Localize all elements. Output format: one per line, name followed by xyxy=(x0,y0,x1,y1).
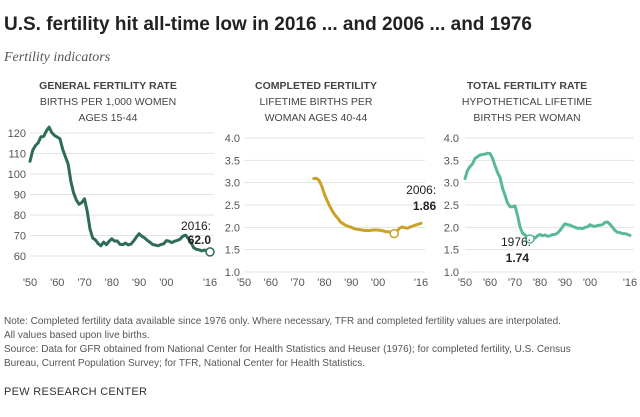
annotation-year-label: 2016: xyxy=(181,219,211,233)
annotation-value-label: 1.74 xyxy=(506,251,530,265)
x-tick-label: '90 xyxy=(344,277,358,289)
page-subtitle: Fertility indicators xyxy=(4,50,111,65)
panel-header-gfr: GENERAL FERTILITY RATE BIRTHS PER 1,000 … xyxy=(8,78,208,126)
annotation-year-label: 1976: xyxy=(501,235,531,249)
x-tick-label: '50 xyxy=(23,277,37,289)
note-line-1: Note: Completed fertility data available… xyxy=(4,316,561,327)
y-tick-label: 1.5 xyxy=(225,245,240,257)
x-tick-label: '60 xyxy=(483,277,497,289)
annotation-marker xyxy=(525,234,535,244)
y-tick-label: 3.5 xyxy=(225,155,240,167)
y-tick-label: 3.0 xyxy=(225,178,240,190)
x-tick-label: '60 xyxy=(264,277,278,289)
source-line-1: Source: Data for GFR obtained from Natio… xyxy=(4,344,571,355)
x-tick-label: '60 xyxy=(50,277,64,289)
chart-subtitle-completed-line1: LIFETIME BIRTHS PER xyxy=(259,96,373,108)
series-line xyxy=(28,125,212,254)
chart-subtitle-gfr-line1: BIRTHS PER 1,000 WOMEN xyxy=(39,96,177,108)
y-tick-label: 3.0 xyxy=(444,178,459,190)
x-tick-label: '80 xyxy=(105,277,119,289)
source-line-2: Bureau, Current Population Survey; for T… xyxy=(4,358,366,369)
series-line xyxy=(463,151,632,241)
series-line xyxy=(312,176,423,236)
chart-title-completed: COMPLETED FERTILITY xyxy=(255,80,377,92)
y-tick-label: 100 xyxy=(8,169,26,181)
panel-header-completed: COMPLETED FERTILITY LIFETIME BIRTHS PER … xyxy=(216,78,416,126)
chart-title-gfr: GENERAL FERTILITY RATE xyxy=(39,80,177,92)
y-tick-label: 4.0 xyxy=(444,133,459,145)
x-tick-label: '50 xyxy=(458,277,472,289)
brand-label: PEW RESEARCH CENTER xyxy=(4,386,148,398)
x-tick-label: '16 xyxy=(414,277,428,289)
x-tick-label: '70 xyxy=(77,277,91,289)
x-tick-label: '80 xyxy=(533,277,547,289)
x-tick-label: '00 xyxy=(159,277,173,289)
x-tick-label: '90 xyxy=(558,277,572,289)
y-tick-label: 2.5 xyxy=(444,200,459,212)
y-tick-label: 4.0 xyxy=(225,133,240,145)
y-tick-label: 1.0 xyxy=(225,267,240,279)
chart-subtitle-tfr-line2: BIRTHS PER WOMAN xyxy=(473,112,581,124)
chart-title-tfr: TOTAL FERTILITY RATE xyxy=(466,80,588,92)
x-tick-label: '80 xyxy=(317,277,331,289)
x-tick-label: '90 xyxy=(132,277,146,289)
chart-subtitle-tfr-line1: HYPOTHETICAL LIFETIME xyxy=(461,96,593,108)
x-tick-label: '70 xyxy=(508,277,522,289)
x-tick-label: '70 xyxy=(290,277,304,289)
x-tick-label: '16 xyxy=(623,277,637,289)
y-tick-label: 120 xyxy=(8,128,26,140)
y-tick-label: 1.0 xyxy=(444,267,459,279)
y-tick-label: 2.0 xyxy=(225,222,240,234)
annotation-year-label: 2006: xyxy=(406,183,436,197)
y-tick-label: 2.0 xyxy=(444,222,459,234)
x-tick-label: '16 xyxy=(203,277,217,289)
annotation-value-label: 62.0 xyxy=(188,233,212,247)
y-tick-label: 110 xyxy=(8,149,26,161)
notes-block: Note: Completed fertility data available… xyxy=(4,315,636,371)
y-tick-label: 60 xyxy=(14,251,26,263)
y-tick-label: 90 xyxy=(14,190,26,202)
y-tick-label: 2.5 xyxy=(225,200,240,212)
annotation-marker xyxy=(389,228,399,239)
y-tick-label: 3.5 xyxy=(444,155,459,167)
chart-subtitle-gfr-line2: AGES 15-44 xyxy=(78,112,138,124)
y-tick-label: 70 xyxy=(14,231,26,243)
annotation-marker xyxy=(205,247,215,257)
x-tick-label: '00 xyxy=(371,277,385,289)
y-tick-label: 80 xyxy=(14,210,26,222)
page-title: U.S. fertility hit all-time low in 2016 … xyxy=(4,14,532,35)
note-line-2: All values based upon live births. xyxy=(4,330,150,341)
x-tick-label: '50 xyxy=(237,277,251,289)
panel-header-tfr: TOTAL FERTILITY RATE HYPOTHETICAL LIFETI… xyxy=(427,78,627,126)
x-tick-label: '00 xyxy=(583,277,597,289)
y-tick-label: 1.5 xyxy=(444,245,459,257)
chart-subtitle-completed-line2: WOMAN AGES 40-44 xyxy=(264,112,368,124)
annotation-value-label: 1.86 xyxy=(413,199,437,213)
